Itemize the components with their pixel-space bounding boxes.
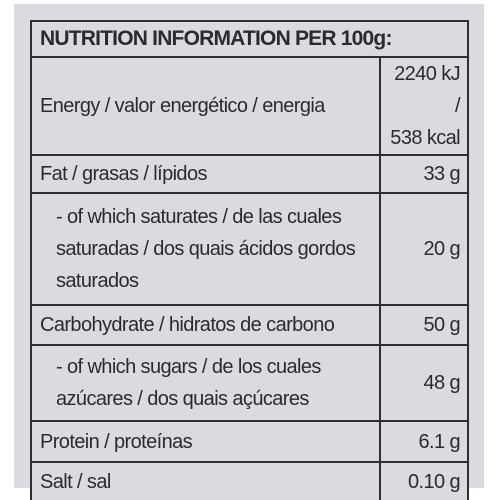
row-label: - of which saturates / de las cuales sat…: [30, 192, 381, 306]
row-label: - of which sugars / de los cuales azúcar…: [30, 344, 381, 422]
label-line: saturadas / dos quais ácidos gordos: [56, 238, 356, 260]
row-label: Salt / sal: [30, 461, 381, 500]
row-value: 6.1 g: [379, 420, 469, 463]
label-line: - of which sugars / de los cuales: [56, 356, 321, 378]
row-value: 50 g: [379, 304, 469, 346]
label-line: saturados: [56, 270, 139, 292]
table-row-protein: Protein / proteínas 6.1 g: [30, 420, 469, 463]
row-value: 0.10 g: [379, 461, 469, 500]
value-line: 2240 kJ /: [394, 63, 460, 117]
nutrition-table: NUTRITION INFORMATION PER 100g: Energy /…: [30, 20, 469, 500]
row-value: 20 g: [379, 192, 469, 306]
row-value: 2240 kJ / 538 kcal: [379, 56, 469, 156]
value-line: 538 kcal: [390, 127, 460, 149]
label-line: azúcares / dos quais açúcares: [56, 388, 309, 410]
table-title: NUTRITION INFORMATION PER 100g:: [30, 20, 469, 58]
table-header-row: NUTRITION INFORMATION PER 100g:: [30, 20, 469, 58]
table-row-carbohydrate: Carbohydrate / hidratos de carbono 50 g: [30, 304, 469, 346]
row-value: 33 g: [379, 154, 469, 194]
row-label: Protein / proteínas: [30, 420, 381, 463]
row-label: Fat / grasas / lípidos: [30, 154, 381, 194]
table-row-salt: Salt / sal 0.10 g: [30, 461, 469, 500]
table-row-saturates: - of which saturates / de las cuales sat…: [30, 192, 469, 306]
row-label: Carbohydrate / hidratos de carbono: [30, 304, 381, 346]
label-line: - of which saturates / de las cuales: [56, 206, 342, 228]
row-value: 48 g: [379, 344, 469, 422]
table-row-energy: Energy / valor energético / energia 2240…: [30, 56, 469, 156]
table-row-sugars: - of which sugars / de los cuales azúcar…: [30, 344, 469, 422]
row-label: Energy / valor energético / energia: [30, 56, 381, 156]
table-row-fat: Fat / grasas / lípidos 33 g: [30, 154, 469, 194]
